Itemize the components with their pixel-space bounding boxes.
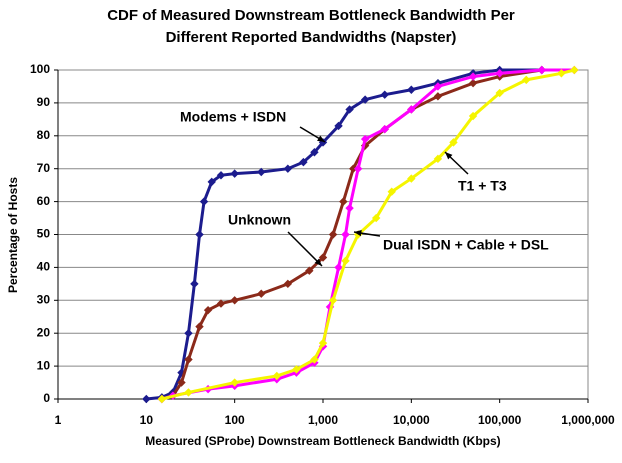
- series-label: Modems + ISDN: [180, 109, 286, 125]
- data-point: [318, 253, 328, 262]
- series-label: Unknown: [228, 212, 291, 228]
- data-point: [433, 154, 443, 164]
- x-tick-label: 1,000,000: [561, 413, 615, 427]
- data-point: [184, 388, 193, 397]
- y-tick-label: 40: [37, 260, 51, 274]
- x-tick-label: 100,000: [478, 413, 522, 427]
- data-point: [334, 121, 343, 131]
- data-point: [207, 177, 216, 187]
- data-point: [557, 69, 566, 78]
- data-point: [407, 85, 416, 94]
- data-point: [449, 138, 458, 147]
- data-point: [360, 134, 370, 144]
- data-point: [283, 164, 293, 173]
- y-tick-label: 100: [30, 62, 50, 76]
- data-point: [468, 72, 478, 81]
- data-point: [305, 266, 314, 275]
- data-point: [328, 230, 338, 239]
- series-line: [161, 68, 543, 401]
- data-point: [184, 355, 193, 364]
- x-tick-label: 1,000: [308, 413, 338, 427]
- series-label: Dual ISDN + Cable + DSL: [383, 237, 549, 253]
- data-point: [407, 105, 416, 114]
- arrow-head: [445, 152, 453, 160]
- x-tick-label: 100: [225, 413, 245, 427]
- data-point: [537, 65, 547, 75]
- data-point: [318, 338, 328, 348]
- data-point: [272, 371, 282, 381]
- data-point: [380, 90, 389, 99]
- data-point: [310, 355, 319, 364]
- data-point: [299, 157, 308, 167]
- x-tick-label: 10: [140, 413, 154, 427]
- x-axis-label: Measured (SProbe) Downstream Bottleneck …: [145, 434, 500, 448]
- data-point: [230, 296, 239, 305]
- data-point: [495, 69, 504, 78]
- data-point: [195, 322, 204, 331]
- callout-arrow: [287, 231, 323, 267]
- data-point: [380, 125, 389, 134]
- data-point: [345, 105, 354, 114]
- arrow-head: [314, 258, 322, 266]
- data-point: [341, 230, 350, 239]
- y-tick-label: 50: [37, 227, 51, 241]
- data-point: [334, 263, 343, 272]
- data-point: [142, 394, 151, 404]
- data-point: [328, 296, 338, 305]
- data-point: [570, 65, 579, 75]
- data-point: [339, 197, 348, 206]
- chart-title: CDF of Measured Downstream Bottleneck Ba…: [107, 7, 515, 24]
- x-tick-label: 1: [55, 413, 62, 427]
- data-point: [433, 82, 443, 91]
- data-point: [257, 167, 266, 177]
- data-point: [199, 197, 209, 206]
- y-tick-label: 20: [37, 325, 51, 339]
- data-point: [468, 78, 478, 88]
- data-point: [283, 279, 293, 289]
- data-point: [203, 305, 213, 315]
- data-point: [190, 279, 199, 289]
- data-point: [177, 378, 186, 387]
- data-point: [468, 111, 478, 121]
- data-point: [195, 230, 204, 239]
- data-point: [230, 378, 239, 387]
- data-point: [157, 394, 167, 404]
- y-tick-label: 10: [37, 358, 51, 372]
- data-point: [360, 95, 370, 104]
- data-point: [522, 75, 531, 85]
- data-point: [216, 171, 226, 180]
- data-point: [345, 203, 354, 213]
- data-point: [184, 328, 193, 338]
- y-tick-label: 0: [43, 391, 50, 405]
- data-point: [387, 187, 396, 196]
- series-label: T1 + T3: [458, 178, 507, 194]
- data-point: [353, 164, 363, 173]
- data-point: [371, 213, 381, 223]
- y-tick-label: 60: [37, 194, 51, 208]
- chart-title: Different Reported Bandwidths (Napster): [166, 29, 457, 46]
- series-line: [161, 68, 575, 401]
- y-tick-label: 30: [37, 292, 51, 306]
- data-point: [495, 88, 504, 98]
- y-axis-label: Percentage of Hosts: [6, 177, 20, 293]
- data-point: [230, 169, 239, 178]
- arrow-head: [317, 135, 325, 142]
- data-point: [292, 365, 301, 374]
- data-point: [407, 174, 416, 183]
- y-tick-label: 90: [37, 95, 51, 109]
- data-point: [341, 256, 350, 266]
- x-tick-label: 10,000: [393, 413, 430, 427]
- y-tick-label: 80: [37, 128, 51, 142]
- data-point: [310, 148, 319, 157]
- arrow-head: [354, 230, 362, 237]
- data-point: [433, 92, 443, 101]
- data-point: [216, 299, 226, 308]
- y-tick-label: 70: [37, 161, 51, 175]
- data-point: [257, 289, 266, 298]
